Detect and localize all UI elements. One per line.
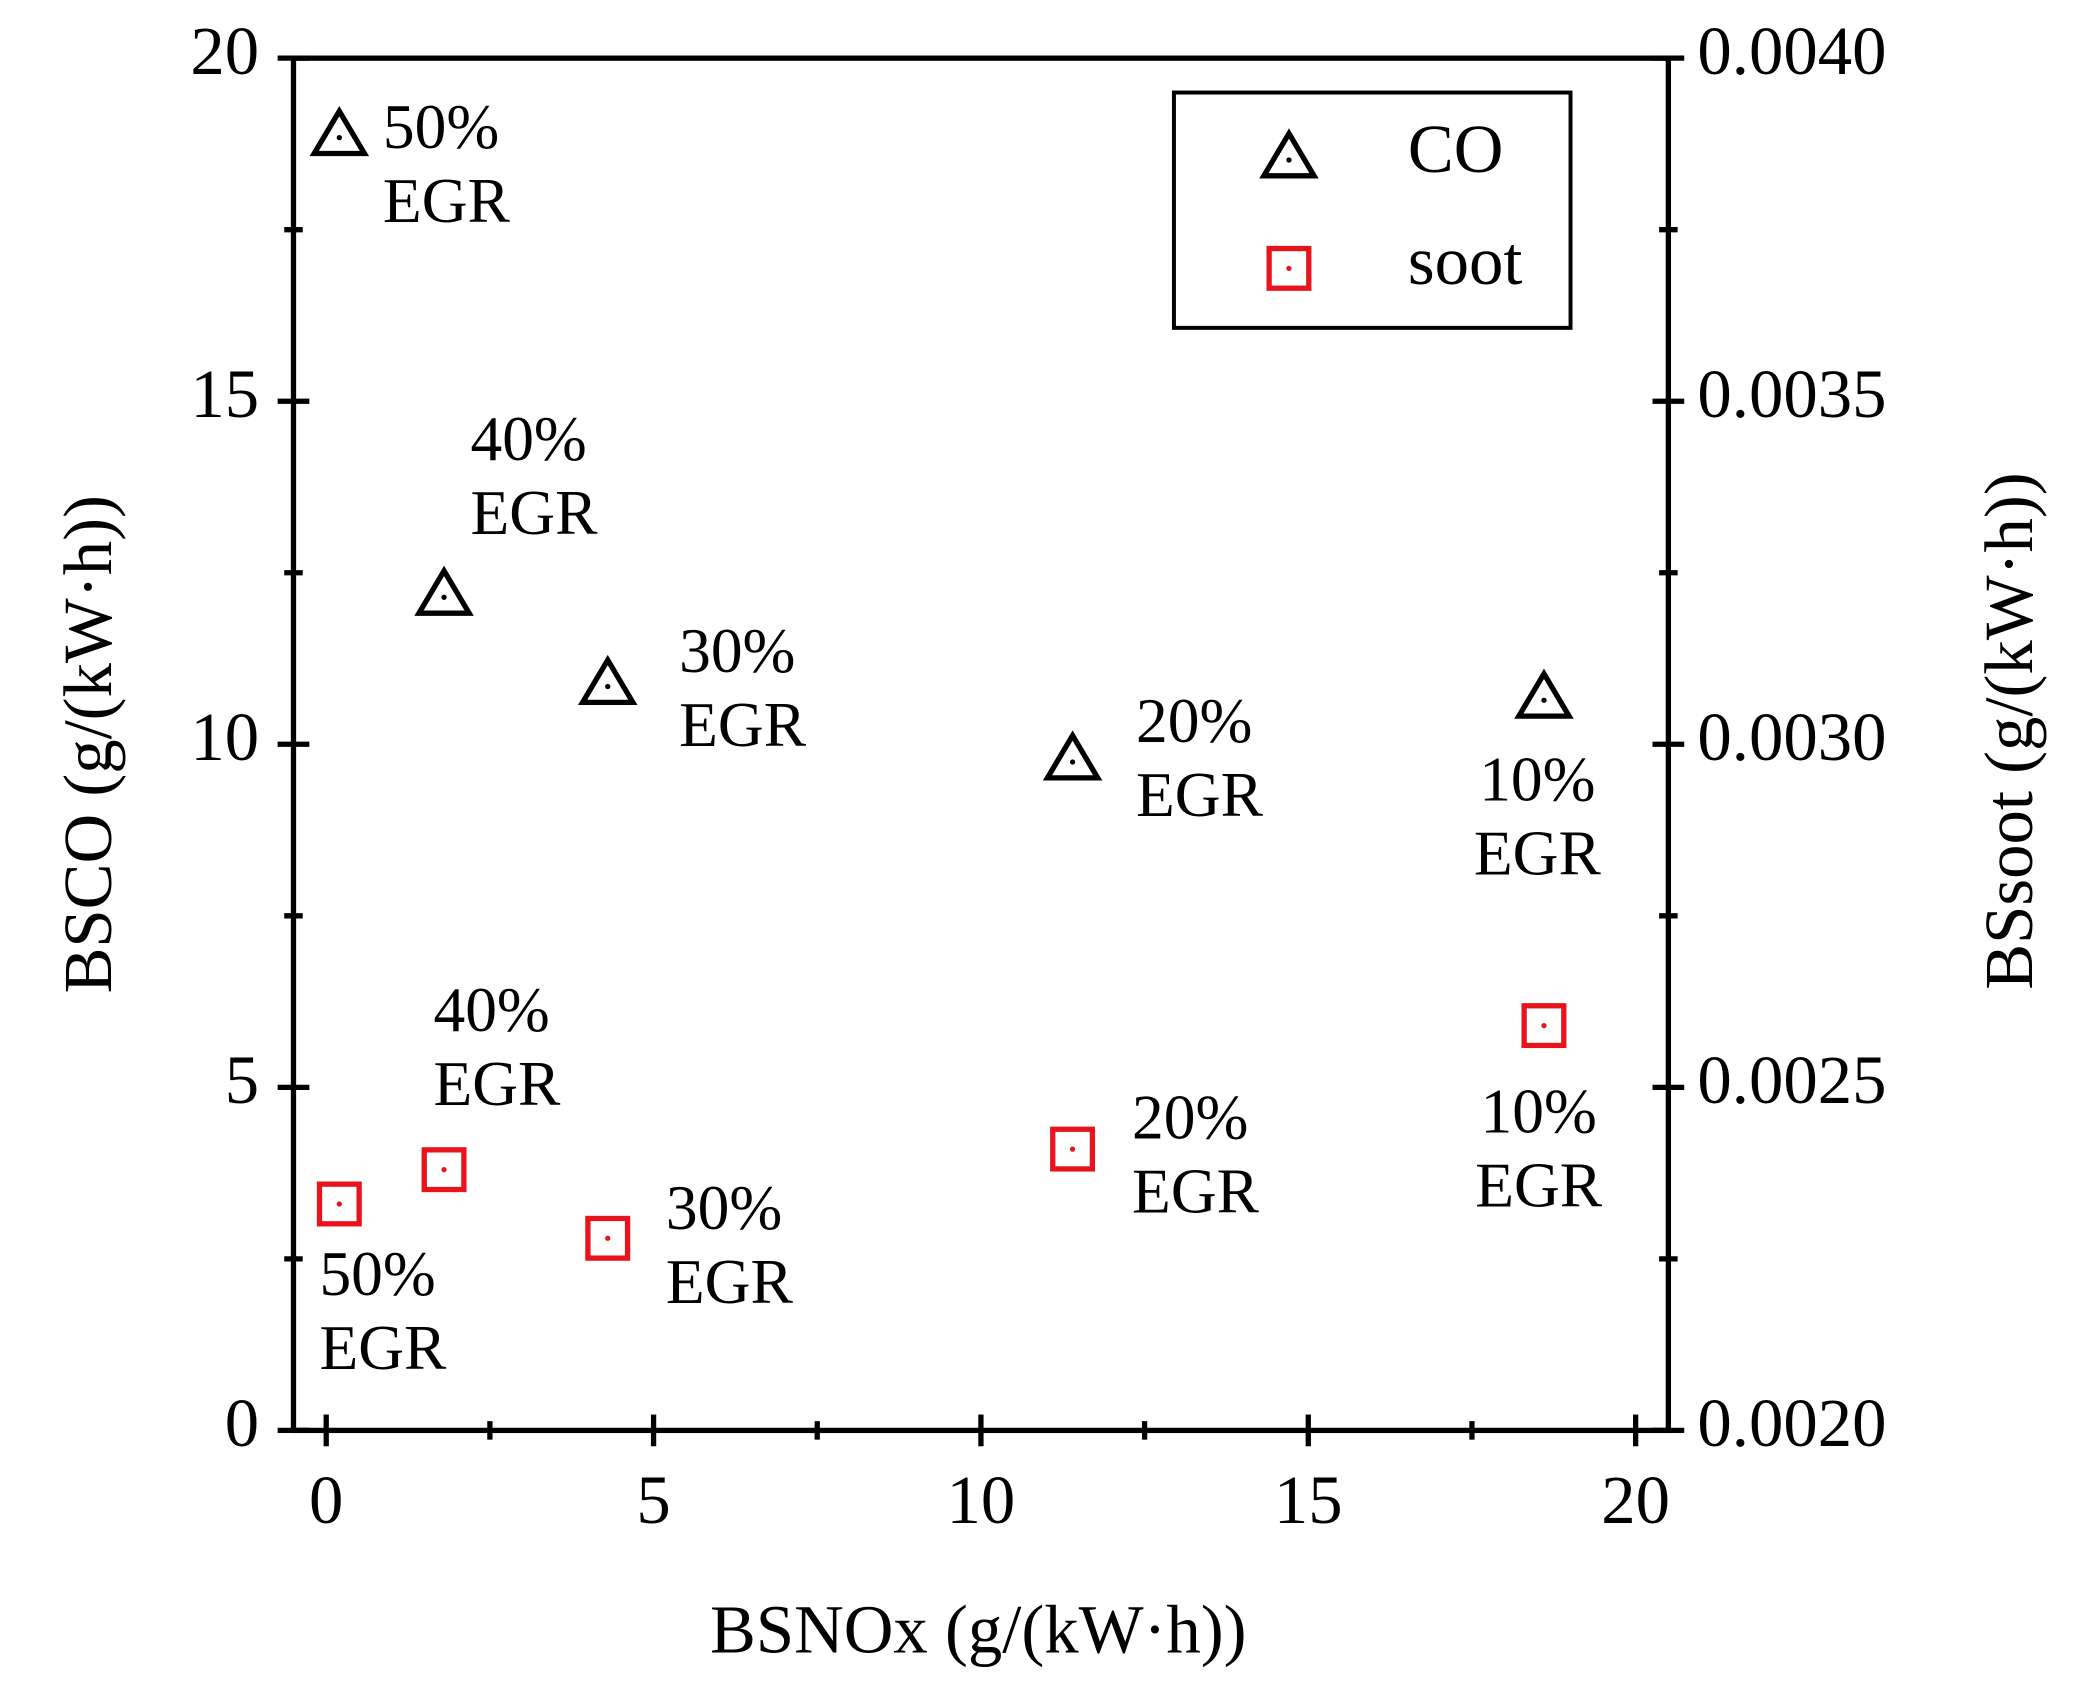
point-label: EGR bbox=[433, 1048, 561, 1119]
triangle-marker bbox=[309, 105, 370, 157]
point-label: 40% bbox=[471, 403, 587, 474]
point-label: EGR bbox=[679, 689, 807, 760]
plot-root: BSNOx (g/(kW·h)) BSCO (g/(kW·h)) BSsoot … bbox=[50, 13, 2047, 1667]
x-tick-label: 0 bbox=[309, 1462, 343, 1538]
square-marker bbox=[585, 1215, 631, 1261]
square-marker bbox=[1050, 1126, 1096, 1172]
y-tick-label: 0 bbox=[225, 1385, 259, 1461]
marker-dot bbox=[605, 683, 611, 690]
square-marker bbox=[421, 1147, 467, 1193]
point-label: 10% bbox=[1481, 1076, 1597, 1147]
triangle-marker bbox=[577, 654, 638, 706]
marker-dot bbox=[336, 1201, 342, 1207]
point-label: EGR bbox=[1132, 1156, 1260, 1227]
marker-dot bbox=[605, 1235, 611, 1241]
y2-tick-label: 0.0020 bbox=[1697, 1385, 1886, 1461]
y-tick-label: 10 bbox=[190, 699, 259, 775]
point-label: 20% bbox=[1132, 1082, 1248, 1153]
legend-label: CO bbox=[1408, 111, 1503, 187]
marker-dot bbox=[441, 1167, 447, 1173]
marker-dot bbox=[1286, 265, 1292, 272]
x-tick-label: 5 bbox=[636, 1462, 670, 1538]
y2-tick-label: 0.0040 bbox=[1697, 13, 1886, 89]
point-label: 40% bbox=[433, 974, 549, 1045]
y-tick-label: 5 bbox=[225, 1042, 259, 1118]
triangle-marker bbox=[1042, 730, 1103, 781]
square-marker bbox=[1266, 245, 1312, 291]
point-label: 30% bbox=[679, 615, 795, 686]
square-marker bbox=[316, 1181, 362, 1227]
x-tick-label: 20 bbox=[1601, 1462, 1670, 1538]
triangle-marker bbox=[1259, 128, 1319, 179]
point-label: EGR bbox=[319, 1312, 447, 1383]
marker-dot bbox=[336, 134, 342, 141]
y-tick-label: 15 bbox=[190, 356, 259, 432]
point-label: 30% bbox=[666, 1172, 782, 1243]
point-label: EGR bbox=[1474, 818, 1602, 889]
point-label: EGR bbox=[383, 165, 511, 236]
point-label: 50% bbox=[383, 91, 499, 162]
y-tick-label: 20 bbox=[190, 13, 259, 89]
y2-tick-label: 0.0035 bbox=[1697, 356, 1886, 432]
point-label: EGR bbox=[1475, 1150, 1603, 1221]
y-axis-title: BSCO (g/(kW·h)) bbox=[50, 495, 126, 993]
point-label: 50% bbox=[319, 1238, 435, 1309]
point-label: EGR bbox=[1136, 759, 1264, 830]
marker-dot bbox=[1541, 697, 1547, 703]
point-label: EGR bbox=[666, 1246, 794, 1317]
point-label: 10% bbox=[1479, 744, 1595, 815]
marker-dot bbox=[1541, 1022, 1547, 1029]
marker-dot bbox=[1069, 759, 1076, 765]
marker-dot bbox=[1286, 157, 1292, 163]
x-axis-title: BSNOx (g/(kW·h)) bbox=[710, 1591, 1246, 1667]
legend-label: soot bbox=[1408, 223, 1523, 299]
y2-tick-label: 0.0025 bbox=[1697, 1042, 1886, 1118]
marker-dot bbox=[441, 594, 447, 600]
point-label: EGR bbox=[471, 477, 599, 548]
y2-tick-label: 0.0030 bbox=[1697, 699, 1886, 775]
legend-box bbox=[1171, 90, 1573, 330]
marker-dot bbox=[1069, 1146, 1076, 1152]
point-label: 20% bbox=[1136, 685, 1252, 756]
x-tick-label: 15 bbox=[1274, 1462, 1343, 1538]
triangle-marker bbox=[414, 565, 474, 616]
x-tick-label: 10 bbox=[947, 1462, 1016, 1538]
triangle-marker bbox=[1514, 668, 1574, 719]
square-marker bbox=[1521, 1003, 1567, 1049]
y2-axis-title: BSsoot (g/(kW·h)) bbox=[1971, 472, 2047, 989]
